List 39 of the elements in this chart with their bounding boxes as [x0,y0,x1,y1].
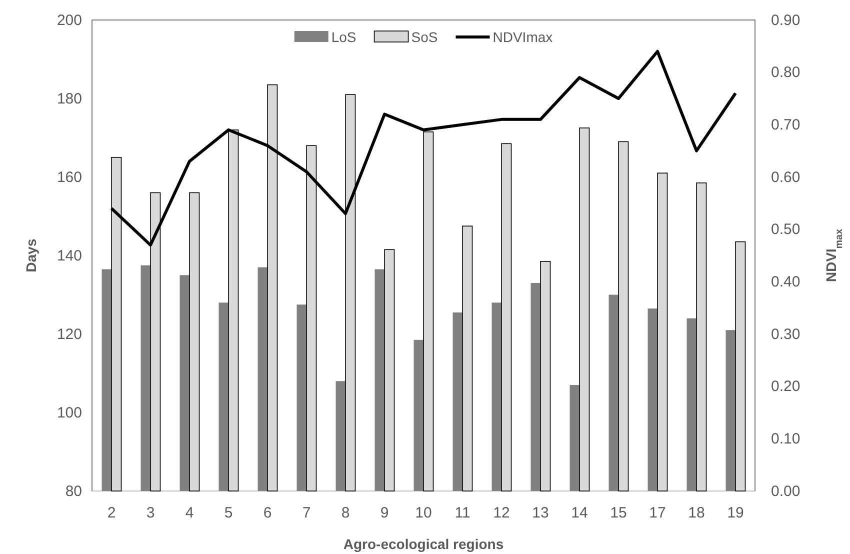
x-tick-label: 3 [146,504,155,522]
y-tick-label: 180 [56,90,82,108]
x-tick-label: 2 [107,504,116,522]
y2-tick-label: 0.30 [771,326,800,343]
x-tick-label: 10 [415,504,432,522]
x-tick-label: 4 [185,504,194,522]
y2-tick-label: 0.80 [771,64,800,82]
y-axis-title: Days [23,238,39,272]
y-tick-label: 120 [56,326,82,343]
legend-label: LoS [331,29,356,45]
x-tick-label: 5 [224,504,233,522]
y2-tick-label: 0.20 [771,378,800,396]
x-tick-label: 17 [649,504,666,522]
y2-tick-label: 0.00 [771,482,800,500]
legend-label: NDVImax [492,29,553,45]
y-tick-label: 200 [56,12,82,29]
y2-tick-label: 0.40 [771,273,800,290]
y-tick-label: 100 [56,404,82,422]
x-tick-label: 11 [454,504,470,522]
y2-tick-label: 0.10 [771,430,800,448]
legend-label: SoS [411,29,438,45]
y-tick-label: 160 [56,168,82,186]
y-tick-label: 140 [56,247,82,264]
x-tick-label: 15 [610,504,627,522]
x-tick-label: 13 [532,504,549,522]
x-tick-label: 12 [493,504,510,522]
y2-tick-label: 0.60 [771,168,800,186]
x-tick-label: 18 [688,504,705,522]
y-tick-label: 80 [65,482,82,500]
y2-tick-label: 0.70 [771,116,800,134]
y2-tick-label: 0.90 [771,12,800,29]
x-tick-label: 14 [571,504,588,522]
y2-tick-label: 0.50 [771,221,800,238]
x-tick-label: 7 [302,504,311,522]
x-tick-label: 8 [341,504,350,522]
x-tick-label: 6 [263,504,272,522]
x-tick-label: 9 [380,504,389,522]
x-tick-label: 19 [727,504,744,522]
x-axis-title: Agro-ecological regions [343,536,504,552]
